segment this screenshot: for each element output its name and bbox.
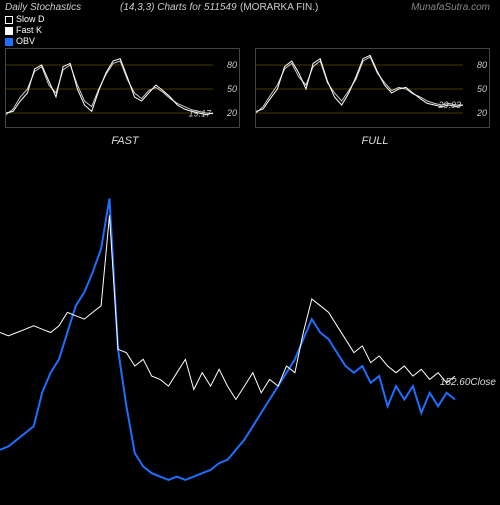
main-chart <box>0 165 500 500</box>
legend-marker-icon <box>5 16 13 24</box>
legend-item: Fast K <box>5 25 45 36</box>
mini-charts-row: 20 50 80 19.17 FAST 20 50 80 29.93 FULL <box>5 48 495 147</box>
fast-chart-svg: 20 50 80 19.17 <box>5 48 240 128</box>
legend-label: Slow D <box>16 14 45 25</box>
mini-chart-label: FULL <box>255 135 495 147</box>
close-price-label: 152.60Close <box>440 377 496 388</box>
mini-chart-full: 20 50 80 29.93 FULL <box>255 48 495 147</box>
header-brand: MunafaSutra.com <box>411 2 490 13</box>
legend-item: Slow D <box>5 14 45 25</box>
legend-label: Fast K <box>16 25 42 36</box>
legend: Slow D Fast K OBV <box>5 14 45 47</box>
header-symbol: (MORARKA FIN.) <box>240 2 318 13</box>
svg-text:80: 80 <box>227 60 237 70</box>
full-chart-svg: 20 50 80 29.93 <box>255 48 490 128</box>
svg-text:20: 20 <box>226 108 237 118</box>
legend-item: OBV <box>5 36 45 47</box>
header-params: (14,3,3) Charts for 511549 <box>120 2 237 13</box>
svg-text:20: 20 <box>476 108 487 118</box>
svg-text:29.93: 29.93 <box>437 100 461 110</box>
mini-chart-fast: 20 50 80 19.17 FAST <box>5 48 245 147</box>
svg-text:19.17: 19.17 <box>188 109 212 119</box>
svg-text:80: 80 <box>477 60 487 70</box>
main-chart-svg <box>0 165 500 500</box>
mini-chart-label: FAST <box>5 135 245 147</box>
legend-marker-icon <box>5 27 13 35</box>
legend-label: OBV <box>16 36 35 47</box>
chart-header: Daily Stochastics (14,3,3) Charts for 51… <box>5 2 495 13</box>
header-title: Daily Stochastics <box>5 2 81 13</box>
svg-text:50: 50 <box>477 84 487 94</box>
legend-marker-icon <box>5 38 13 46</box>
svg-text:50: 50 <box>227 84 237 94</box>
